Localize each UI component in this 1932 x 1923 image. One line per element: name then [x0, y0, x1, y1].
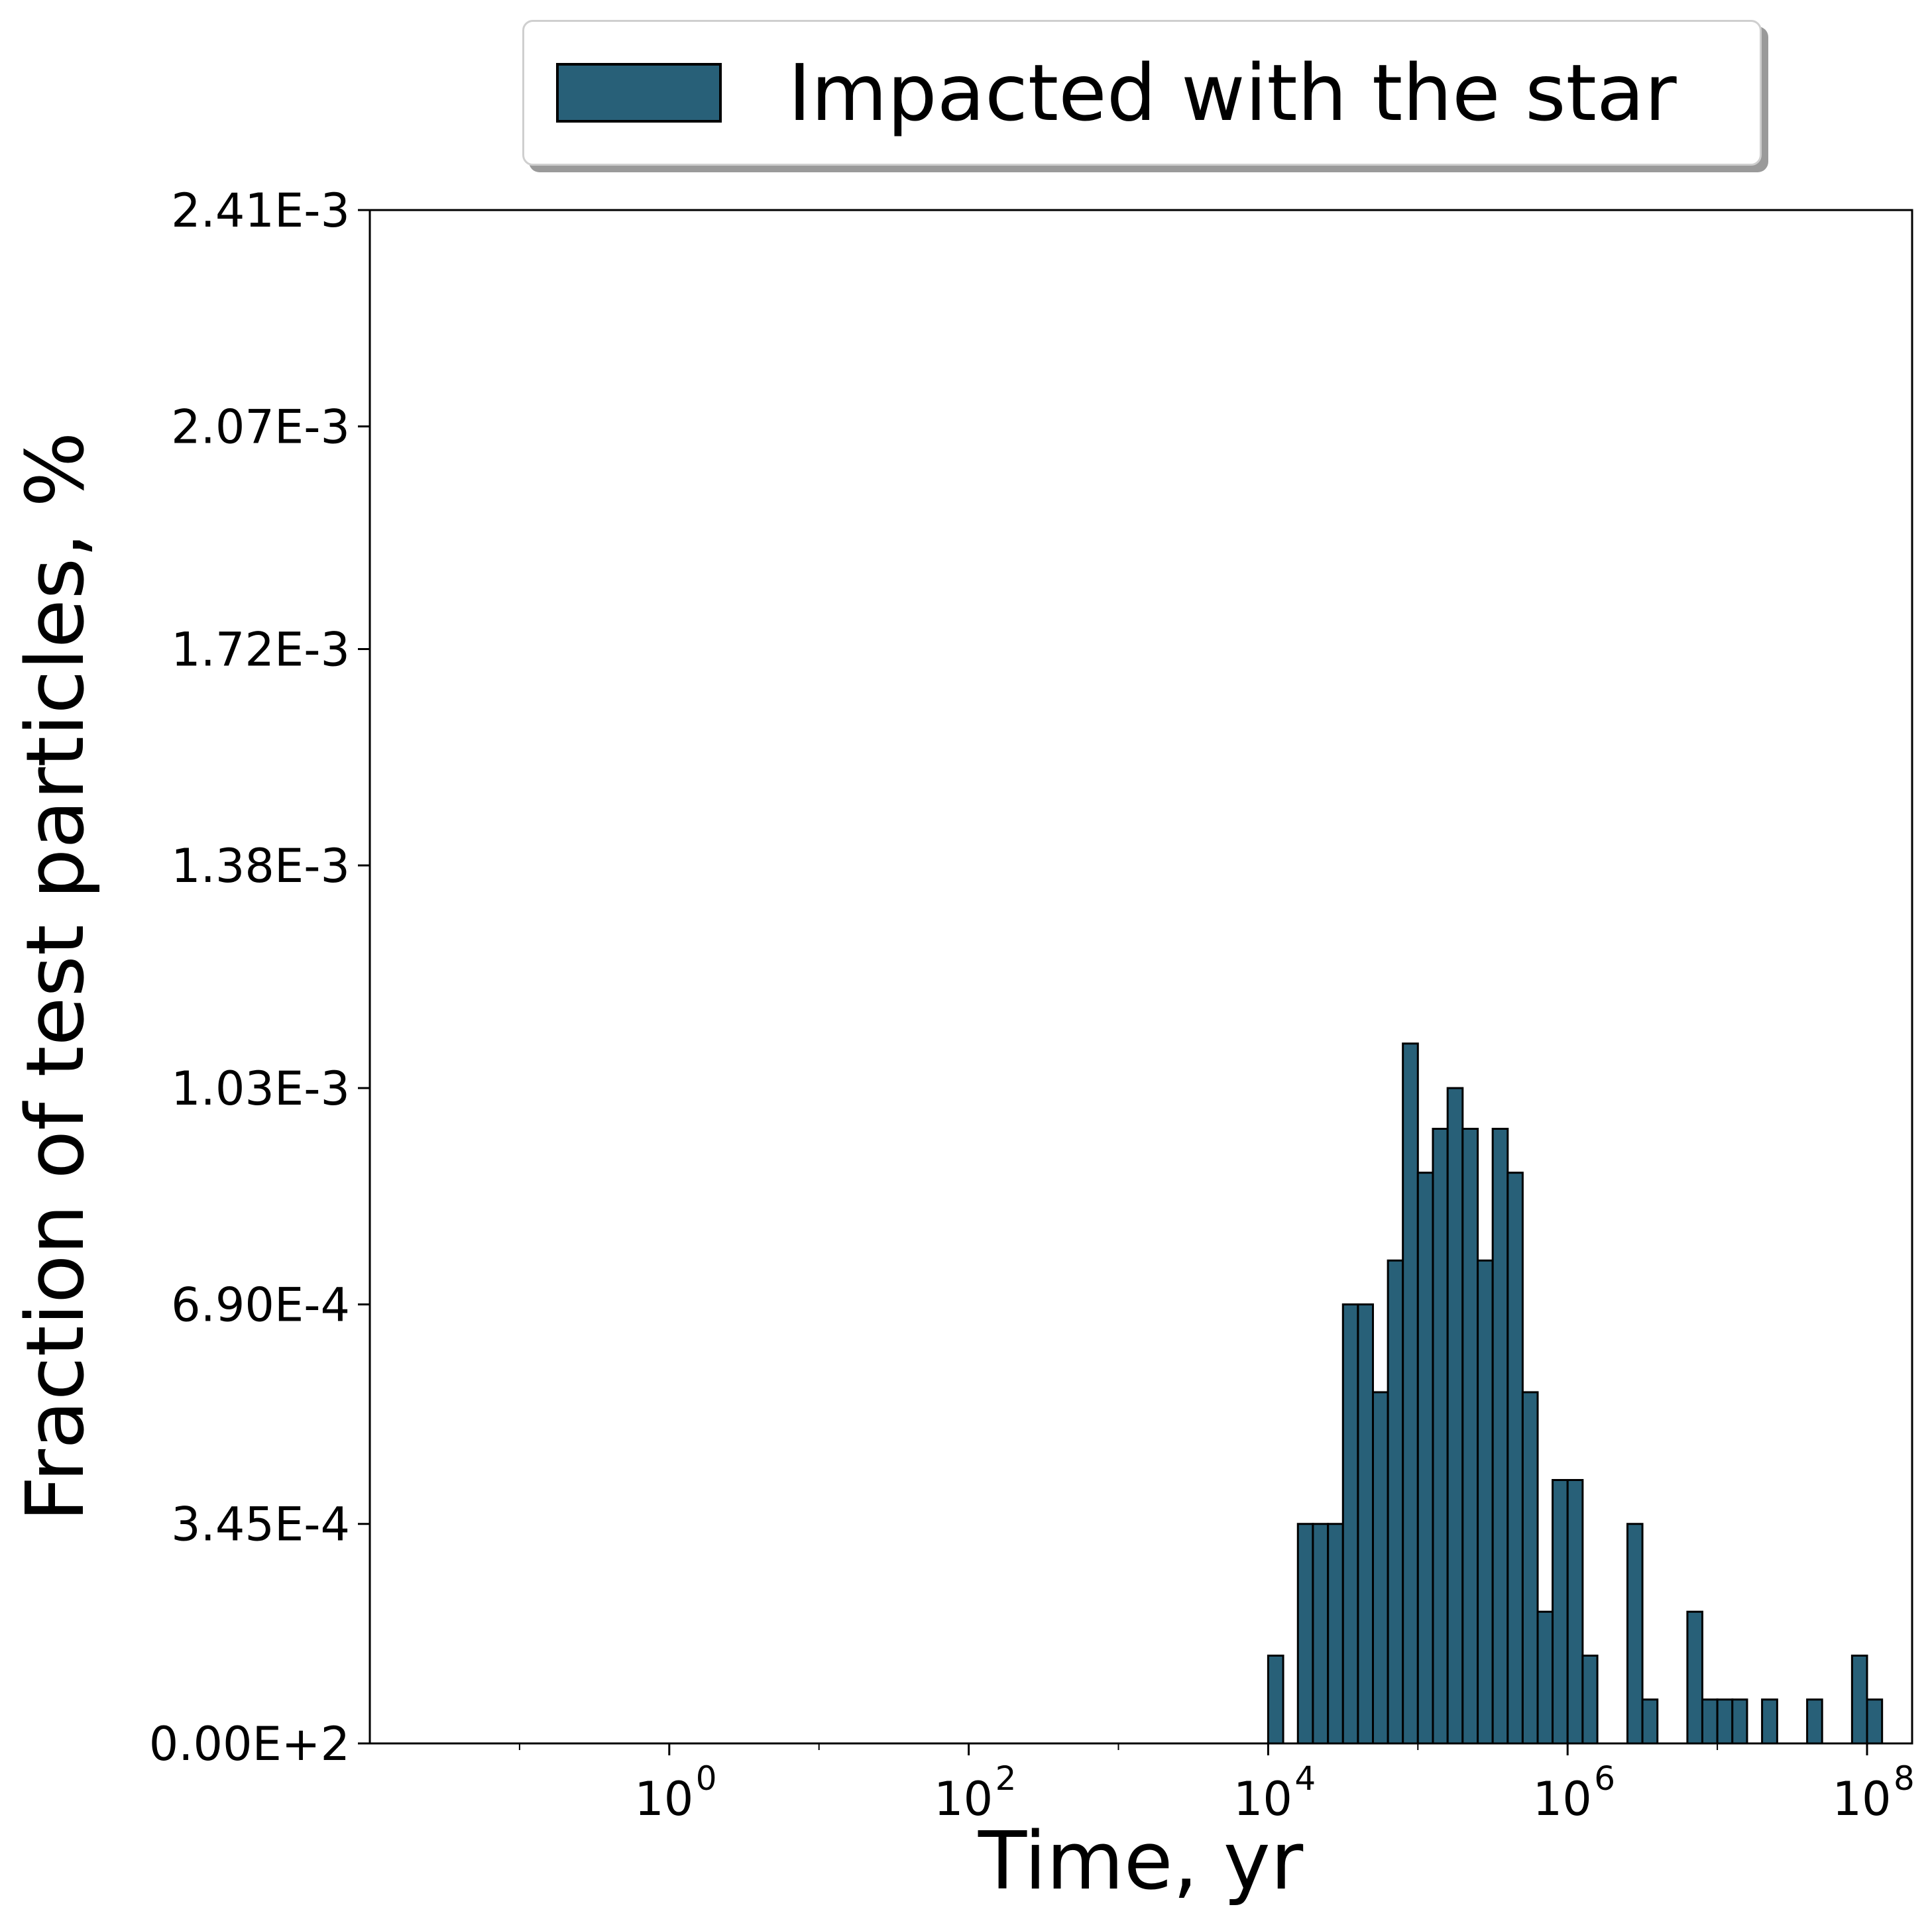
y-axis-title: Fraction of test particles, %: [10, 432, 102, 1522]
x-tick-label-exponent: 6: [1594, 1759, 1615, 1798]
legend: Impacted with the star: [522, 20, 1762, 166]
histogram-bar: [1312, 1523, 1330, 1745]
y-tick-label: 2.41E-3: [171, 184, 350, 238]
ticks-layer: 0.00E+2 3.45E-4 6.90E-4 1.03E-3 1.38E-3 1.72E…: [149, 184, 1915, 1826]
bars-layer: [519, 1042, 1898, 1745]
histogram-bar: [1566, 1478, 1584, 1745]
histogram-bar: [1477, 1259, 1494, 1745]
histogram-bar: [1850, 1654, 1868, 1745]
histogram-bar: [1357, 1303, 1374, 1745]
histogram-bar: [1701, 1698, 1719, 1745]
histogram-bar: [1731, 1698, 1748, 1745]
y-tick-label: 1.38E-3: [171, 839, 350, 893]
histogram-bar: [1806, 1698, 1823, 1745]
histogram-bar: [1341, 1303, 1359, 1745]
plot-area-frame: [369, 209, 1913, 1745]
histogram-bar: [1581, 1654, 1599, 1745]
histogram-bar: [1461, 1127, 1479, 1745]
histogram-bar: [1716, 1698, 1734, 1745]
histogram-bar: [1552, 1478, 1569, 1745]
histogram-bar: [1327, 1523, 1344, 1745]
x-tick-label: 10: [1533, 1772, 1592, 1826]
x-tick-label-exponent: 8: [1894, 1759, 1915, 1798]
y-tick-label: 2.07E-3: [171, 400, 350, 454]
x-tick-label-exponent: 0: [696, 1759, 717, 1798]
histogram-bar: [1536, 1610, 1554, 1745]
x-tick-label: 10: [634, 1772, 693, 1826]
histogram-bar: [1371, 1391, 1389, 1745]
y-tick-label: 3.45E-4: [171, 1498, 350, 1552]
x-axis-title: Time, yr: [978, 1816, 1304, 1908]
histogram-bar: [1641, 1698, 1659, 1745]
histogram-bar: [1296, 1523, 1314, 1745]
histogram-bar: [1761, 1698, 1778, 1745]
histogram-bar: [1446, 1087, 1464, 1745]
legend-swatch: [556, 63, 722, 123]
histogram-bar: [1866, 1698, 1884, 1745]
histogram-bar: [1387, 1259, 1404, 1745]
legend-label: Impacted with the star: [788, 47, 1677, 138]
x-tick-label: 10: [934, 1772, 993, 1826]
histogram-bar: [1432, 1127, 1449, 1745]
histogram-bar: [1416, 1172, 1434, 1745]
histogram-bar: [1491, 1127, 1509, 1745]
histogram-bar: [1521, 1391, 1539, 1745]
histogram-bar: [1402, 1042, 1419, 1745]
y-tick-label: 6.90E-4: [171, 1278, 350, 1332]
y-tick-label: 1.03E-3: [171, 1062, 350, 1116]
x-tick-label-exponent: 4: [1294, 1759, 1316, 1798]
x-tick-label-exponent: 2: [995, 1759, 1017, 1798]
y-tick-label: 1.72E-3: [171, 623, 350, 677]
x-tick-label: 10: [1832, 1772, 1891, 1826]
histogram-bar: [1686, 1610, 1703, 1745]
x-tick-label: 10: [1233, 1772, 1292, 1826]
histogram-bar: [1267, 1654, 1284, 1745]
y-tick-label: 0.00E+2: [149, 1717, 350, 1771]
histogram-bar: [1626, 1523, 1644, 1745]
histogram-bar: [1506, 1172, 1524, 1745]
